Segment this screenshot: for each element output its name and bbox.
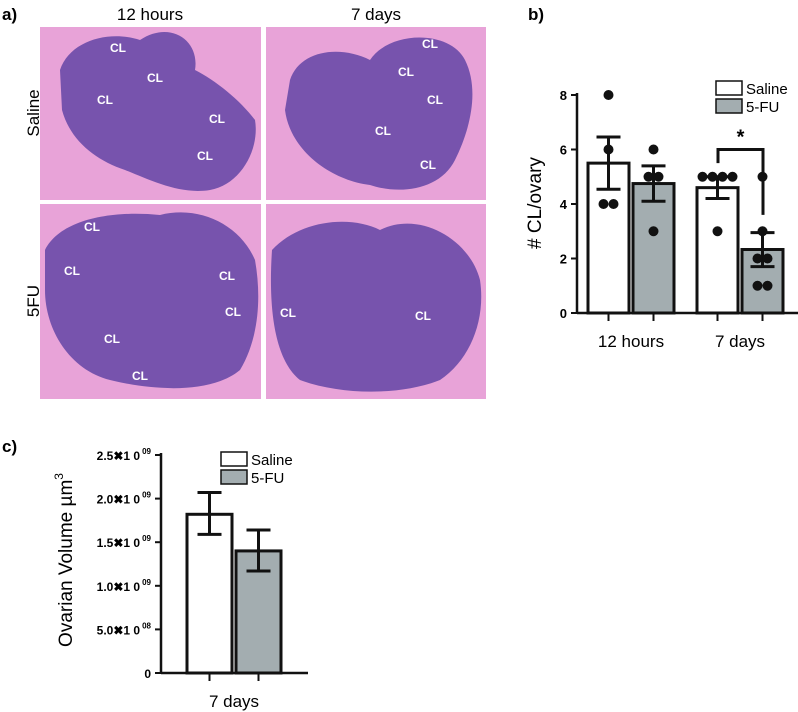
y-tick-label: 1.5✖1 0 09 [97,534,152,550]
legend-swatch-saline [715,80,743,96]
legend-label: 5-FU [746,99,779,116]
y-tick-label: 8 [560,88,567,103]
ovary-tissue [270,221,482,392]
row-title-5fu: 5FU [24,285,43,317]
y-tick-label: 0 [560,306,567,321]
data-point [643,171,654,182]
panel-c-label: c) [2,437,17,456]
data-point [648,144,659,155]
y-tick-label: 1.0✖1 0 09 [97,578,152,594]
y-tick-label: 4 [560,197,568,212]
corpus-luteum-label: CL [398,65,414,79]
data-point [752,253,763,264]
data-point [762,253,773,264]
data-point [653,171,664,182]
y-tick-label: 0 [144,667,151,681]
data-point [712,226,723,237]
corpus-luteum-label: CL [97,93,113,107]
data-point [603,90,614,100]
corpus-luteum-label: CL [420,158,436,172]
corpus-luteum-label: CL [84,220,100,234]
corpus-luteum-label: CL [147,71,163,85]
data-point [752,280,763,291]
bar-saline [695,186,740,315]
corpus-luteum-label: CL [219,269,235,283]
legend-swatch-5-fu [715,98,743,114]
legend-swatch-5-fu [220,469,248,485]
corpus-luteum-label: CL [209,112,225,126]
data-point [707,171,718,182]
x-tick-label: 12 hours [598,332,664,351]
data-point [762,280,773,291]
significance-asterisk: * [737,127,745,149]
corpus-luteum-label: CL [110,41,126,55]
panel-a-label: a) [2,5,17,24]
significance-bracket [716,148,765,215]
y-tick-label: 2.5✖1 0 09 [97,447,152,463]
legend-label: 5-FU [251,470,284,487]
histology-grid: CL CL CL CL CL CL CL CL CL CL CL CL CL CL CL CL CL CL [40,27,486,399]
column-title-12h: 12 hours [117,5,183,24]
legend-label: Saline [746,81,788,98]
data-point [717,171,728,182]
corpus-luteum-label: CL [427,93,443,107]
row-title-saline: Saline [24,89,43,136]
y-axis-label: # CL/ovary [525,157,546,249]
legend-label: Saline [251,452,293,469]
data-point [648,226,659,237]
legend-swatch-saline [220,451,248,467]
data-point [598,199,609,209]
corpus-luteum-label: CL [280,306,296,320]
ovary-tissue [45,212,259,389]
x-tick-label: 7 days [209,692,259,711]
y-tick-label: 5.0✖1 0 08 [97,621,152,637]
y-tick-label: 6 [560,143,567,158]
corpus-luteum-label: CL [422,37,438,51]
corpus-luteum-label: CL [104,332,120,346]
y-axis-label: Ovarian Volume µm3 [52,473,77,647]
ovary-tissue [60,31,256,191]
chart-ovarian-volume: 0 5.0✖1 0 08 1.0✖1 0 09 1.5✖1 0 09 2.0✖1 0 09 2.5… [52,447,308,711]
ovary-tissue [285,37,473,190]
column-title-7d: 7 days [351,5,401,24]
data-point [608,199,619,209]
y-tick-label: 2.0✖1 0 09 [97,491,152,507]
data-point [757,226,768,237]
data-point [727,171,738,182]
data-point [697,171,708,182]
x-tick-label: 7 days [715,332,765,351]
y-tick-label: 2 [560,252,567,267]
corpus-luteum-label: CL [225,305,241,319]
bar-5-fu [631,182,676,315]
corpus-luteum-label: CL [64,264,80,278]
data-point [603,144,614,155]
panel-b-label: b) [528,5,544,24]
corpus-luteum-label: CL [415,309,431,323]
corpus-luteum-label: CL [375,124,391,138]
bar-saline [185,512,234,675]
corpus-luteum-label: CL [197,149,213,163]
corpus-luteum-label: CL [132,369,148,383]
